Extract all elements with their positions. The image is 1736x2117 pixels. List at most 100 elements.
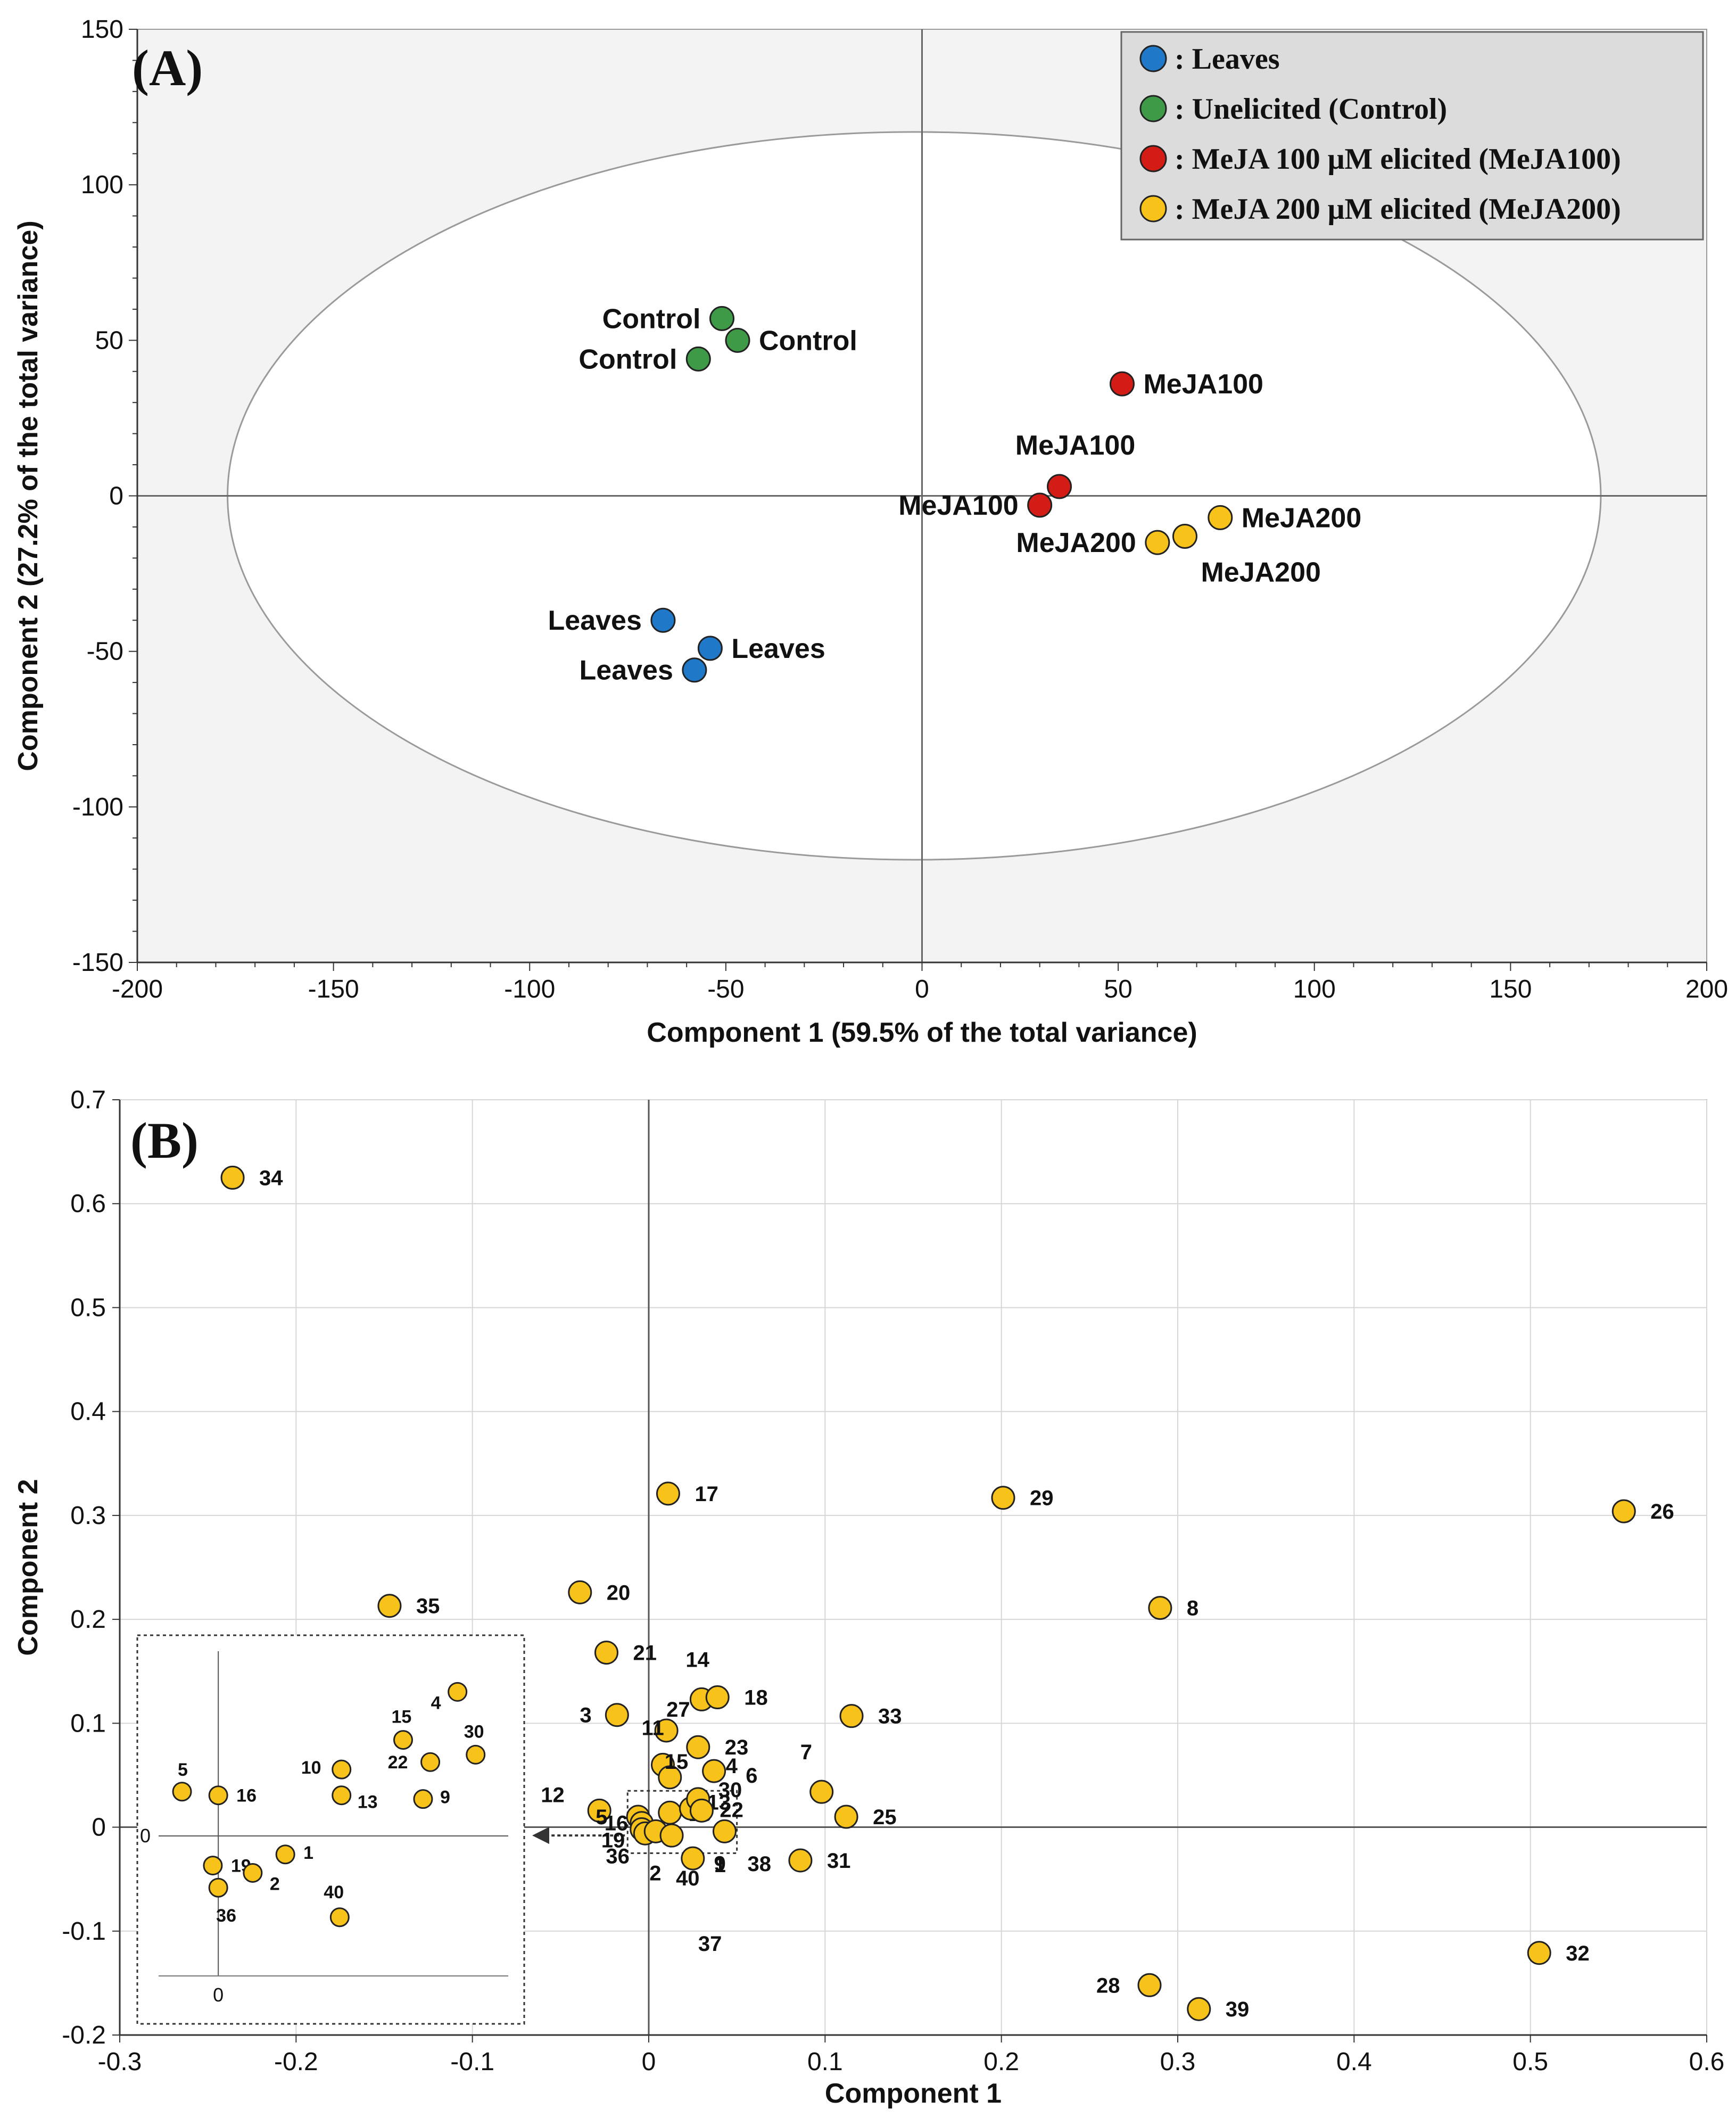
inset-label: 15 [391, 1707, 411, 1727]
inset-point [275, 1844, 295, 1865]
y-tick-label-b: 0.3 [70, 1502, 106, 1530]
score-point-meja200 [1208, 505, 1233, 530]
loading-point [991, 1486, 1015, 1510]
legend-label-meja100: : MeJA 100 μM elicited (MeJA100) [1175, 143, 1621, 176]
inset-label: 10 [301, 1758, 321, 1778]
x-tick-label-b: 0.6 [1689, 2048, 1725, 2076]
loading-label: 39 [1226, 1998, 1250, 2021]
inset-point [243, 1863, 263, 1883]
y-tick-label-a: -50 [87, 638, 123, 666]
x-tick-label-b: 0 [642, 2048, 656, 2076]
inset-point [420, 1752, 441, 1772]
x-tick-label-a: 150 [1489, 975, 1532, 1003]
score-point-control [709, 306, 735, 331]
loading-label: 36 [606, 1844, 630, 1868]
x-axis-title-a: Component 1 (59.5% of the total variance… [647, 1017, 1197, 1048]
score-label-meja200: MeJA200 [1242, 503, 1361, 533]
loading-point [712, 1819, 737, 1843]
loading-label: 33 [878, 1705, 902, 1728]
y-tick-label-b: 0.4 [70, 1398, 106, 1426]
inset-point [172, 1782, 192, 1802]
x-tick-label-a: -100 [504, 975, 555, 1003]
inset-label: 2 [270, 1874, 280, 1894]
x-tick-label-b: -0.2 [274, 2048, 318, 2076]
inset-point [393, 1730, 413, 1750]
loading-point [702, 1759, 726, 1783]
loading-point [605, 1703, 629, 1727]
score-point-meja100 [1047, 474, 1072, 499]
inset-point [203, 1856, 223, 1876]
y-tick-label-b: 0.6 [70, 1190, 106, 1218]
loading-label: 1 [714, 1854, 726, 1877]
loading-label: 27 [666, 1698, 690, 1721]
loading-point [568, 1580, 592, 1604]
inset-label: 22 [388, 1752, 408, 1773]
loading-label: 40 [676, 1867, 700, 1890]
panel-letter-a: (A) [132, 39, 203, 96]
loading-label: 18 [744, 1686, 768, 1710]
score-point-meja200 [1145, 530, 1170, 555]
loading-label: 14 [685, 1648, 709, 1671]
inset-label: 16 [236, 1786, 257, 1806]
inset-x-zero: 0 [213, 1984, 224, 2006]
loading-point [809, 1780, 834, 1804]
loading-point [658, 1800, 682, 1825]
score-label-meja100: MeJA100 [1143, 369, 1263, 400]
loading-point [788, 1848, 813, 1873]
score-label-leaves: Leaves [731, 633, 825, 664]
x-tick-label-a: -200 [112, 975, 163, 1003]
y-tick-label-b: 0.7 [70, 1086, 106, 1114]
inset-point [448, 1682, 468, 1702]
loading-label: 21 [633, 1642, 657, 1665]
inset-point [208, 1877, 228, 1898]
loading-point [656, 1481, 680, 1506]
y-axis-title-b: Component 2 [13, 1479, 44, 1655]
inset-label: 9 [440, 1787, 450, 1808]
inset-point [332, 1759, 352, 1780]
inset-label: 36 [216, 1906, 236, 1926]
loading-point [1611, 1499, 1636, 1523]
score-point-meja100 [1027, 492, 1053, 518]
score-point-meja200 [1172, 523, 1197, 549]
x-tick-label-b: -0.1 [450, 2048, 494, 2076]
loading-label: 11 [642, 1716, 664, 1740]
loading-label: 9 [714, 1852, 725, 1875]
y-tick-label-b: 0.5 [70, 1294, 106, 1322]
inset-label: 5 [178, 1760, 188, 1780]
loading-label: 6 [746, 1764, 757, 1787]
x-tick-label-a: -150 [308, 975, 359, 1003]
zoom-arrow-head [532, 1827, 549, 1844]
y-tick-label-a: 50 [95, 326, 123, 355]
inset-point [413, 1789, 433, 1809]
loading-point [658, 1765, 682, 1790]
inset-point [466, 1744, 486, 1765]
legend-label-control: : Unelicited (Control) [1175, 93, 1447, 126]
loading-label: 23 [725, 1736, 749, 1759]
loading-label: 3 [580, 1704, 591, 1727]
loading-point [839, 1704, 864, 1728]
loading-point [834, 1805, 858, 1829]
y-tick-label-a: 150 [81, 15, 123, 44]
x-tick-label-a: 0 [915, 975, 929, 1003]
loading-label: 28 [1096, 1974, 1120, 1997]
loading-label: 38 [748, 1852, 772, 1876]
loading-label: 5 [596, 1806, 607, 1829]
loading-point [1527, 1941, 1551, 1965]
y-tick-label-a: 100 [81, 171, 123, 199]
y-tick-label-b: 0 [92, 1814, 106, 1842]
score-point-leaves [650, 607, 676, 633]
loading-point [1187, 1997, 1211, 2021]
x-tick-label-b: 0.3 [1160, 2048, 1196, 2076]
score-label-control: Control [602, 303, 701, 334]
x-tick-label-a: 50 [1104, 975, 1132, 1003]
legend-marker-meja100 [1139, 145, 1167, 172]
score-label-meja200: MeJA200 [1201, 557, 1320, 588]
loading-point [587, 1798, 611, 1823]
loading-point [220, 1165, 245, 1190]
legend-label-leaves: : Leaves [1175, 43, 1280, 76]
loading-label: 35 [416, 1595, 440, 1618]
y-tick-label-b: -0.2 [62, 2021, 106, 2049]
loading-label: 26 [1650, 1500, 1674, 1523]
y-tick-label-b: 0.2 [70, 1605, 106, 1634]
y-tick-label-a: -100 [72, 793, 123, 821]
